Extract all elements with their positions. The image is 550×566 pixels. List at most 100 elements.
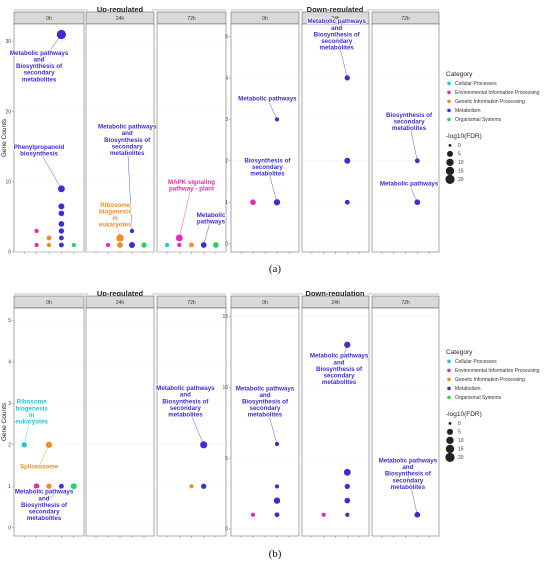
facet-panel — [85, 23, 155, 253]
annotation-halo: in — [29, 412, 35, 419]
data-point — [46, 242, 52, 248]
y-tick-label: 5 — [225, 34, 228, 40]
annotation-label: Biosynthesis of — [21, 502, 68, 509]
label-leader — [408, 121, 418, 161]
annotation-halo: metabolites — [250, 171, 285, 178]
legend-size-label: 0 — [458, 421, 461, 427]
annotation-label: secondary — [170, 405, 202, 412]
label-leader — [38, 34, 62, 67]
annotation-halo: and — [122, 130, 133, 137]
annotation-label: eukaryotes — [99, 222, 132, 229]
annotation-halo: secondary — [252, 164, 284, 171]
legend-size-dot — [448, 144, 452, 147]
annotation-halo: metabolites — [27, 515, 62, 522]
annotation-label: Ribosome — [17, 399, 47, 406]
legend-item-label: Metabolism — [455, 108, 481, 114]
annotation-label: metabolites — [22, 76, 57, 83]
label-leader — [338, 344, 348, 369]
annotation-halo: in — [112, 215, 118, 222]
data-point — [105, 242, 111, 248]
annotation-label: and — [334, 359, 345, 366]
data-point — [344, 157, 351, 164]
data-point — [213, 242, 219, 248]
annotation-halo: Biosynthesis of — [314, 31, 361, 38]
data-point — [201, 483, 207, 489]
annotation-label: and — [180, 392, 191, 399]
annotation-halo: Ribosome — [100, 202, 130, 209]
annotation-label: secondary — [324, 372, 356, 379]
y-tick-label: 10 — [5, 180, 11, 186]
annotation-halo: Biosynthesis of — [242, 398, 289, 405]
annotation-label: metabolites — [392, 125, 427, 132]
annotation-label: metabolites — [27, 515, 62, 522]
annotation-label: Metabolic pathways — [380, 181, 439, 188]
data-point — [58, 242, 64, 248]
facet-1: 24h — [85, 295, 155, 538]
chart-a: Gene Counts Up-regulated Down-regulated 0h 0… — [1, 5, 440, 275]
group-title: Down-regulation — [305, 289, 365, 298]
annotation-label: Biosynthesis of — [316, 366, 363, 373]
chart-b: Gene Counts Up-regulated Down-regulation 0h… — [1, 289, 440, 560]
data-point — [414, 199, 421, 206]
annotation-halo: and — [39, 495, 50, 502]
y-tick-label: 0 — [8, 250, 11, 256]
annotation-label: secondary — [392, 477, 424, 484]
annotation-halo: Biosynthesis of — [244, 157, 291, 164]
data-point — [177, 242, 182, 248]
annotation-halo: secondary — [24, 70, 56, 77]
data-point — [164, 242, 170, 248]
group-title-bg — [88, 5, 152, 14]
annotation-halo: and — [34, 56, 45, 63]
legend-a: Category Cellular Processes Environmental … — [445, 71, 540, 185]
annotation-halo: Biosynthesis of — [316, 366, 363, 373]
subfigure-label: (a) — [269, 263, 282, 275]
facet-panel — [13, 23, 85, 253]
y-tick-label: 15 — [222, 314, 228, 320]
facet-label: 24h — [116, 16, 125, 22]
data-point — [46, 483, 52, 489]
y-tick-label: 3 — [225, 117, 228, 123]
legend-swatch — [447, 359, 451, 364]
annotation-label: and — [259, 392, 270, 399]
annotation-label: Metabolic pathways — [15, 489, 74, 496]
legend-swatch — [447, 81, 451, 86]
annotation-halo: Metabolic pathways — [238, 96, 297, 103]
facet-panel — [371, 307, 440, 537]
legend-size-dot — [446, 158, 454, 167]
legend-size-dot — [446, 436, 454, 445]
facet-label: 72h — [187, 16, 196, 22]
annotation-halo: metabolites — [248, 412, 283, 419]
legend-item-label: Cellular Processes — [455, 359, 497, 365]
annotation-label: Metabolic — [197, 212, 226, 219]
annotation-halo: and — [180, 392, 191, 399]
label-leader — [203, 218, 212, 246]
annotation-label: Metabolic pathways — [307, 18, 366, 25]
group-title: Down-regulated — [307, 5, 364, 14]
annotation-halo: metabolites — [319, 45, 354, 52]
legend-swatch — [447, 377, 451, 382]
annotation-halo: metabolites — [22, 76, 57, 83]
annotation-halo: secondary — [112, 143, 144, 150]
annotation-halo: biosynthesis — [20, 151, 58, 158]
annotation-halo: Metabolic pathways — [236, 385, 295, 392]
legend-item-label: Metabolism — [455, 386, 481, 392]
annotation-halo: Ribosome — [17, 399, 47, 406]
label-leader — [407, 473, 418, 515]
annotation-label: Metabolic pathways — [98, 124, 157, 131]
legend-size-label: 10 — [458, 160, 464, 166]
y-tick-label: 1 — [8, 484, 11, 490]
data-point — [129, 228, 135, 234]
y-tick-label: 0 — [225, 241, 228, 247]
annotation-halo: Biosynthesis of — [21, 502, 68, 509]
label-leader — [179, 185, 192, 239]
annotation-label: and — [122, 130, 133, 137]
group-title-bg — [303, 5, 367, 14]
annotation-halo: Metabolic pathways — [156, 385, 215, 392]
data-point — [56, 29, 67, 40]
annotation-halo: Biosynthesis of — [386, 112, 433, 119]
y-axis-title: Gene Counts — [1, 118, 8, 157]
annotation-halo: metabolites — [391, 484, 426, 491]
